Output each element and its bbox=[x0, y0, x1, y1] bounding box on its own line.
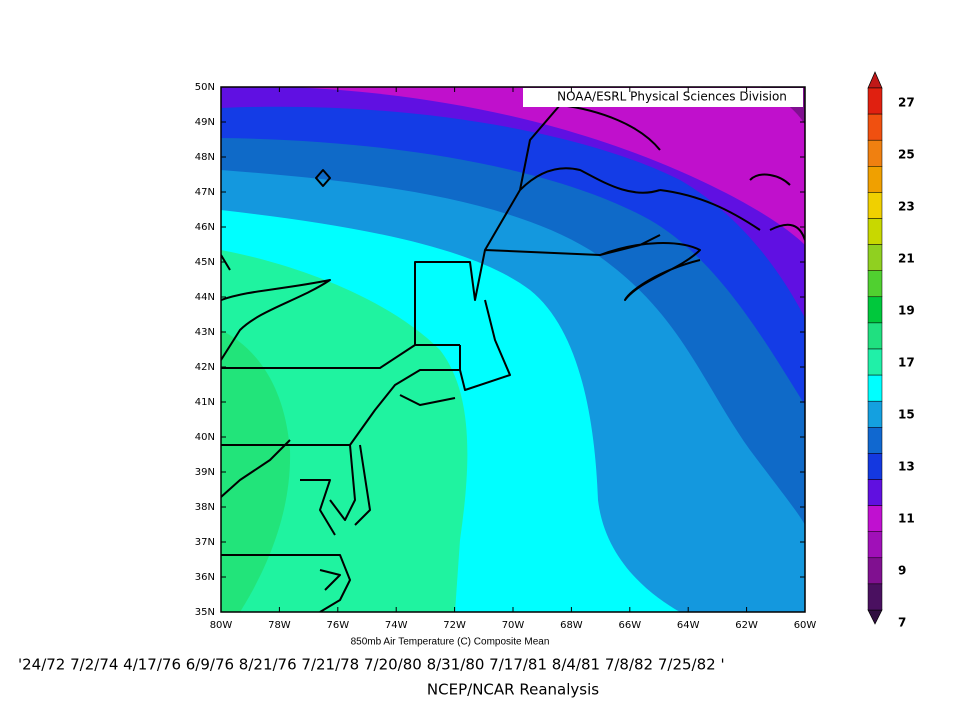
colorbar-label: 17 bbox=[898, 356, 915, 370]
contour-fill bbox=[221, 87, 805, 612]
lon-label: 68W bbox=[560, 620, 583, 631]
colorbar-label: 23 bbox=[898, 200, 915, 214]
colorbar-segment bbox=[867, 113, 883, 141]
dates: '24/72 7/2/74 4/17/76 6/9/76 8/21/76 7/2… bbox=[18, 656, 725, 674]
lat-label: 48N bbox=[195, 152, 215, 163]
colorbar-cap bbox=[867, 71, 883, 89]
lon-label: 62W bbox=[735, 620, 758, 631]
lat-label: 44N bbox=[195, 292, 215, 303]
lat-label: 45N bbox=[195, 257, 215, 268]
colorbar-label: 7 bbox=[898, 616, 906, 630]
lon-label: 70W bbox=[502, 620, 525, 631]
colorbar-label: 15 bbox=[898, 408, 915, 422]
lon-label: 78W bbox=[268, 620, 291, 631]
lat-label: 39N bbox=[195, 467, 215, 478]
lat-label: 35N bbox=[195, 607, 215, 618]
colorbar-label: 25 bbox=[898, 148, 915, 162]
lon-label: 60W bbox=[794, 620, 817, 631]
colorbar-segment bbox=[867, 427, 883, 454]
lon-label: 76W bbox=[326, 620, 349, 631]
colorbar: 27 25 23 21 19 17 15 13 11 9 7 bbox=[867, 71, 915, 630]
colorbar-segment bbox=[867, 374, 883, 402]
lon-label: 72W bbox=[443, 620, 466, 631]
lat-label: 36N bbox=[195, 572, 215, 583]
lat-label: 46N bbox=[195, 222, 215, 233]
colorbar-segment bbox=[867, 453, 883, 480]
band bbox=[290, 87, 805, 245]
colorbar-segment bbox=[867, 531, 883, 559]
colorbar-segment bbox=[867, 322, 883, 350]
lon-label: 66W bbox=[618, 620, 641, 631]
lon-label: 80W bbox=[210, 620, 233, 631]
colorbar-segment bbox=[867, 557, 883, 585]
lon-label: 64W bbox=[677, 620, 700, 631]
source-label: NOAA/ESRL Physical Sciences Division bbox=[557, 90, 787, 104]
colorbar-label: 19 bbox=[898, 304, 915, 318]
footer: NCEP/NCAR Reanalysis bbox=[427, 681, 599, 699]
lat-label: 40N bbox=[195, 432, 215, 443]
colorbar-segment bbox=[867, 505, 883, 532]
lat-label: 42N bbox=[195, 362, 215, 373]
colorbar-segment bbox=[867, 583, 883, 611]
caption: 850mb Air Temperature (C) Composite Mean bbox=[351, 637, 550, 648]
colorbar-segment bbox=[867, 348, 883, 376]
colorbar-segment bbox=[867, 244, 883, 271]
colorbar-label: 9 bbox=[898, 564, 906, 578]
colorbar-segment bbox=[867, 192, 883, 219]
lat-label: 41N bbox=[195, 397, 215, 408]
colorbar-cap bbox=[867, 609, 883, 625]
colorbar-segment bbox=[867, 166, 883, 193]
lat-label: 49N bbox=[195, 117, 215, 128]
source-box bbox=[523, 88, 803, 107]
lat-label: 43N bbox=[195, 327, 215, 338]
lat-label: 38N bbox=[195, 502, 215, 513]
colorbar-label: 21 bbox=[898, 252, 915, 266]
colorbar-segment bbox=[867, 139, 883, 167]
colorbar-label: 13 bbox=[898, 460, 915, 474]
lon-label: 74W bbox=[385, 620, 408, 631]
lat-label: 47N bbox=[195, 187, 215, 198]
colorbar-segment bbox=[867, 270, 883, 298]
colorbar-segment bbox=[867, 218, 883, 245]
colorbar-segment bbox=[867, 296, 883, 324]
lat-label: 37N bbox=[195, 537, 215, 548]
colorbar-segment bbox=[867, 479, 883, 506]
lat-label: 50N bbox=[195, 82, 215, 93]
colorbar-segment bbox=[867, 400, 883, 428]
colorbar-label: 27 bbox=[898, 96, 915, 110]
colorbar-label: 11 bbox=[898, 512, 915, 526]
colorbar-segment bbox=[867, 87, 883, 115]
